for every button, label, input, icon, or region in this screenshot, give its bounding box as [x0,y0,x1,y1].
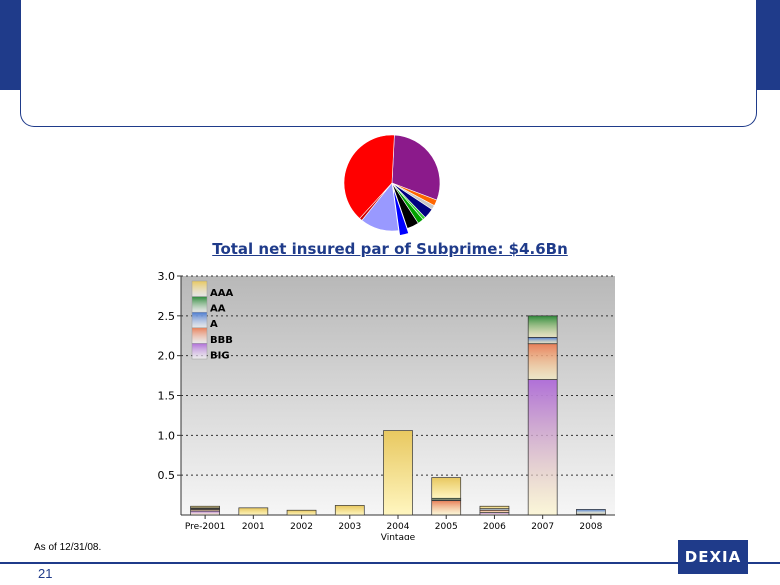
legend-label-a: A [210,319,218,330]
footer-line [0,562,780,564]
x-tick-label: 2007 [531,522,554,532]
y-tick-label: 2.5 [158,310,176,323]
bar-segment-aaa [479,505,510,509]
pie-slice [392,187,409,236]
bar-segment-bbb [431,500,462,516]
page-number: 21 [38,566,53,581]
y-tick-label: 0.5 [158,469,176,482]
bar-segment-a [527,336,558,345]
bar-segment-big [479,512,510,516]
x-tick-label: Pre-2001 [185,522,225,532]
pie-chart [343,134,441,236]
legend-label-bbb: BBB [210,335,233,346]
legend-label-aa: AA [210,304,226,315]
x-tick-label: 2006 [483,522,506,532]
y-tick-label: 3.0 [158,270,176,283]
bar-segment-aa [527,315,558,338]
x-tick-label: 2002 [290,522,313,532]
dexia-logo: DEXIA [678,540,748,574]
legend-swatch-bbb [191,327,208,344]
logo-text: DEXIA [684,548,742,566]
chart-subtitle: Total net insured par of Subprime: $4.6B… [212,240,568,258]
pie-slice [391,134,441,201]
legend-swatch-big [191,343,208,360]
bar-segment-aaa [190,505,220,509]
bar-segment-a [576,509,606,515]
y-tick-label: 1.5 [158,390,176,403]
legend-swatch-aaa [191,280,208,297]
x-tick-label: 2008 [579,522,602,532]
legend-label-big: BIG [210,350,230,361]
date-note: As of 12/31/08. [34,542,102,553]
title-line-1: Exposure to Subprime U.S. RMBS [28,15,441,45]
legend-label-aaa: AAA [210,288,233,299]
title-line-2: (Excluding NIMs) [28,47,234,77]
bar-segment-aaa [286,509,317,516]
y-tick-label: 2.0 [158,350,176,363]
header-panel [20,0,757,127]
bar-segment-aaa [238,507,269,516]
bar-segment-big [190,510,220,516]
bar-segment-aaa [383,430,413,516]
legend-swatch-a [191,311,208,329]
legend-swatch-aa [191,296,208,313]
bar-segment-bbb [527,343,558,380]
pie-slice [343,134,395,219]
x-tick-label: 2005 [435,522,458,532]
x-axis-label: Vintage [381,533,416,540]
bar-segment-aaa [431,477,462,499]
bar-chart: 0.5 1.0 1.5 2.0 2.5 3.0 Pre-2001 2001 2002 2003 20… [158,270,615,540]
x-tick-label: 2001 [242,522,265,532]
bar-segment-aaa [334,505,365,516]
bar-segment-bbb [479,509,510,513]
x-tick-label: 2004 [387,522,410,532]
page-title: Exposure to Subprime U.S. RMBS (Excludin… [28,14,441,78]
bar-segment-big [527,379,558,516]
pie-slice [391,182,419,229]
x-tick-label: 2003 [338,522,361,532]
slash-decoration-icon [702,58,746,90]
y-tick-label: 1.0 [158,429,176,442]
